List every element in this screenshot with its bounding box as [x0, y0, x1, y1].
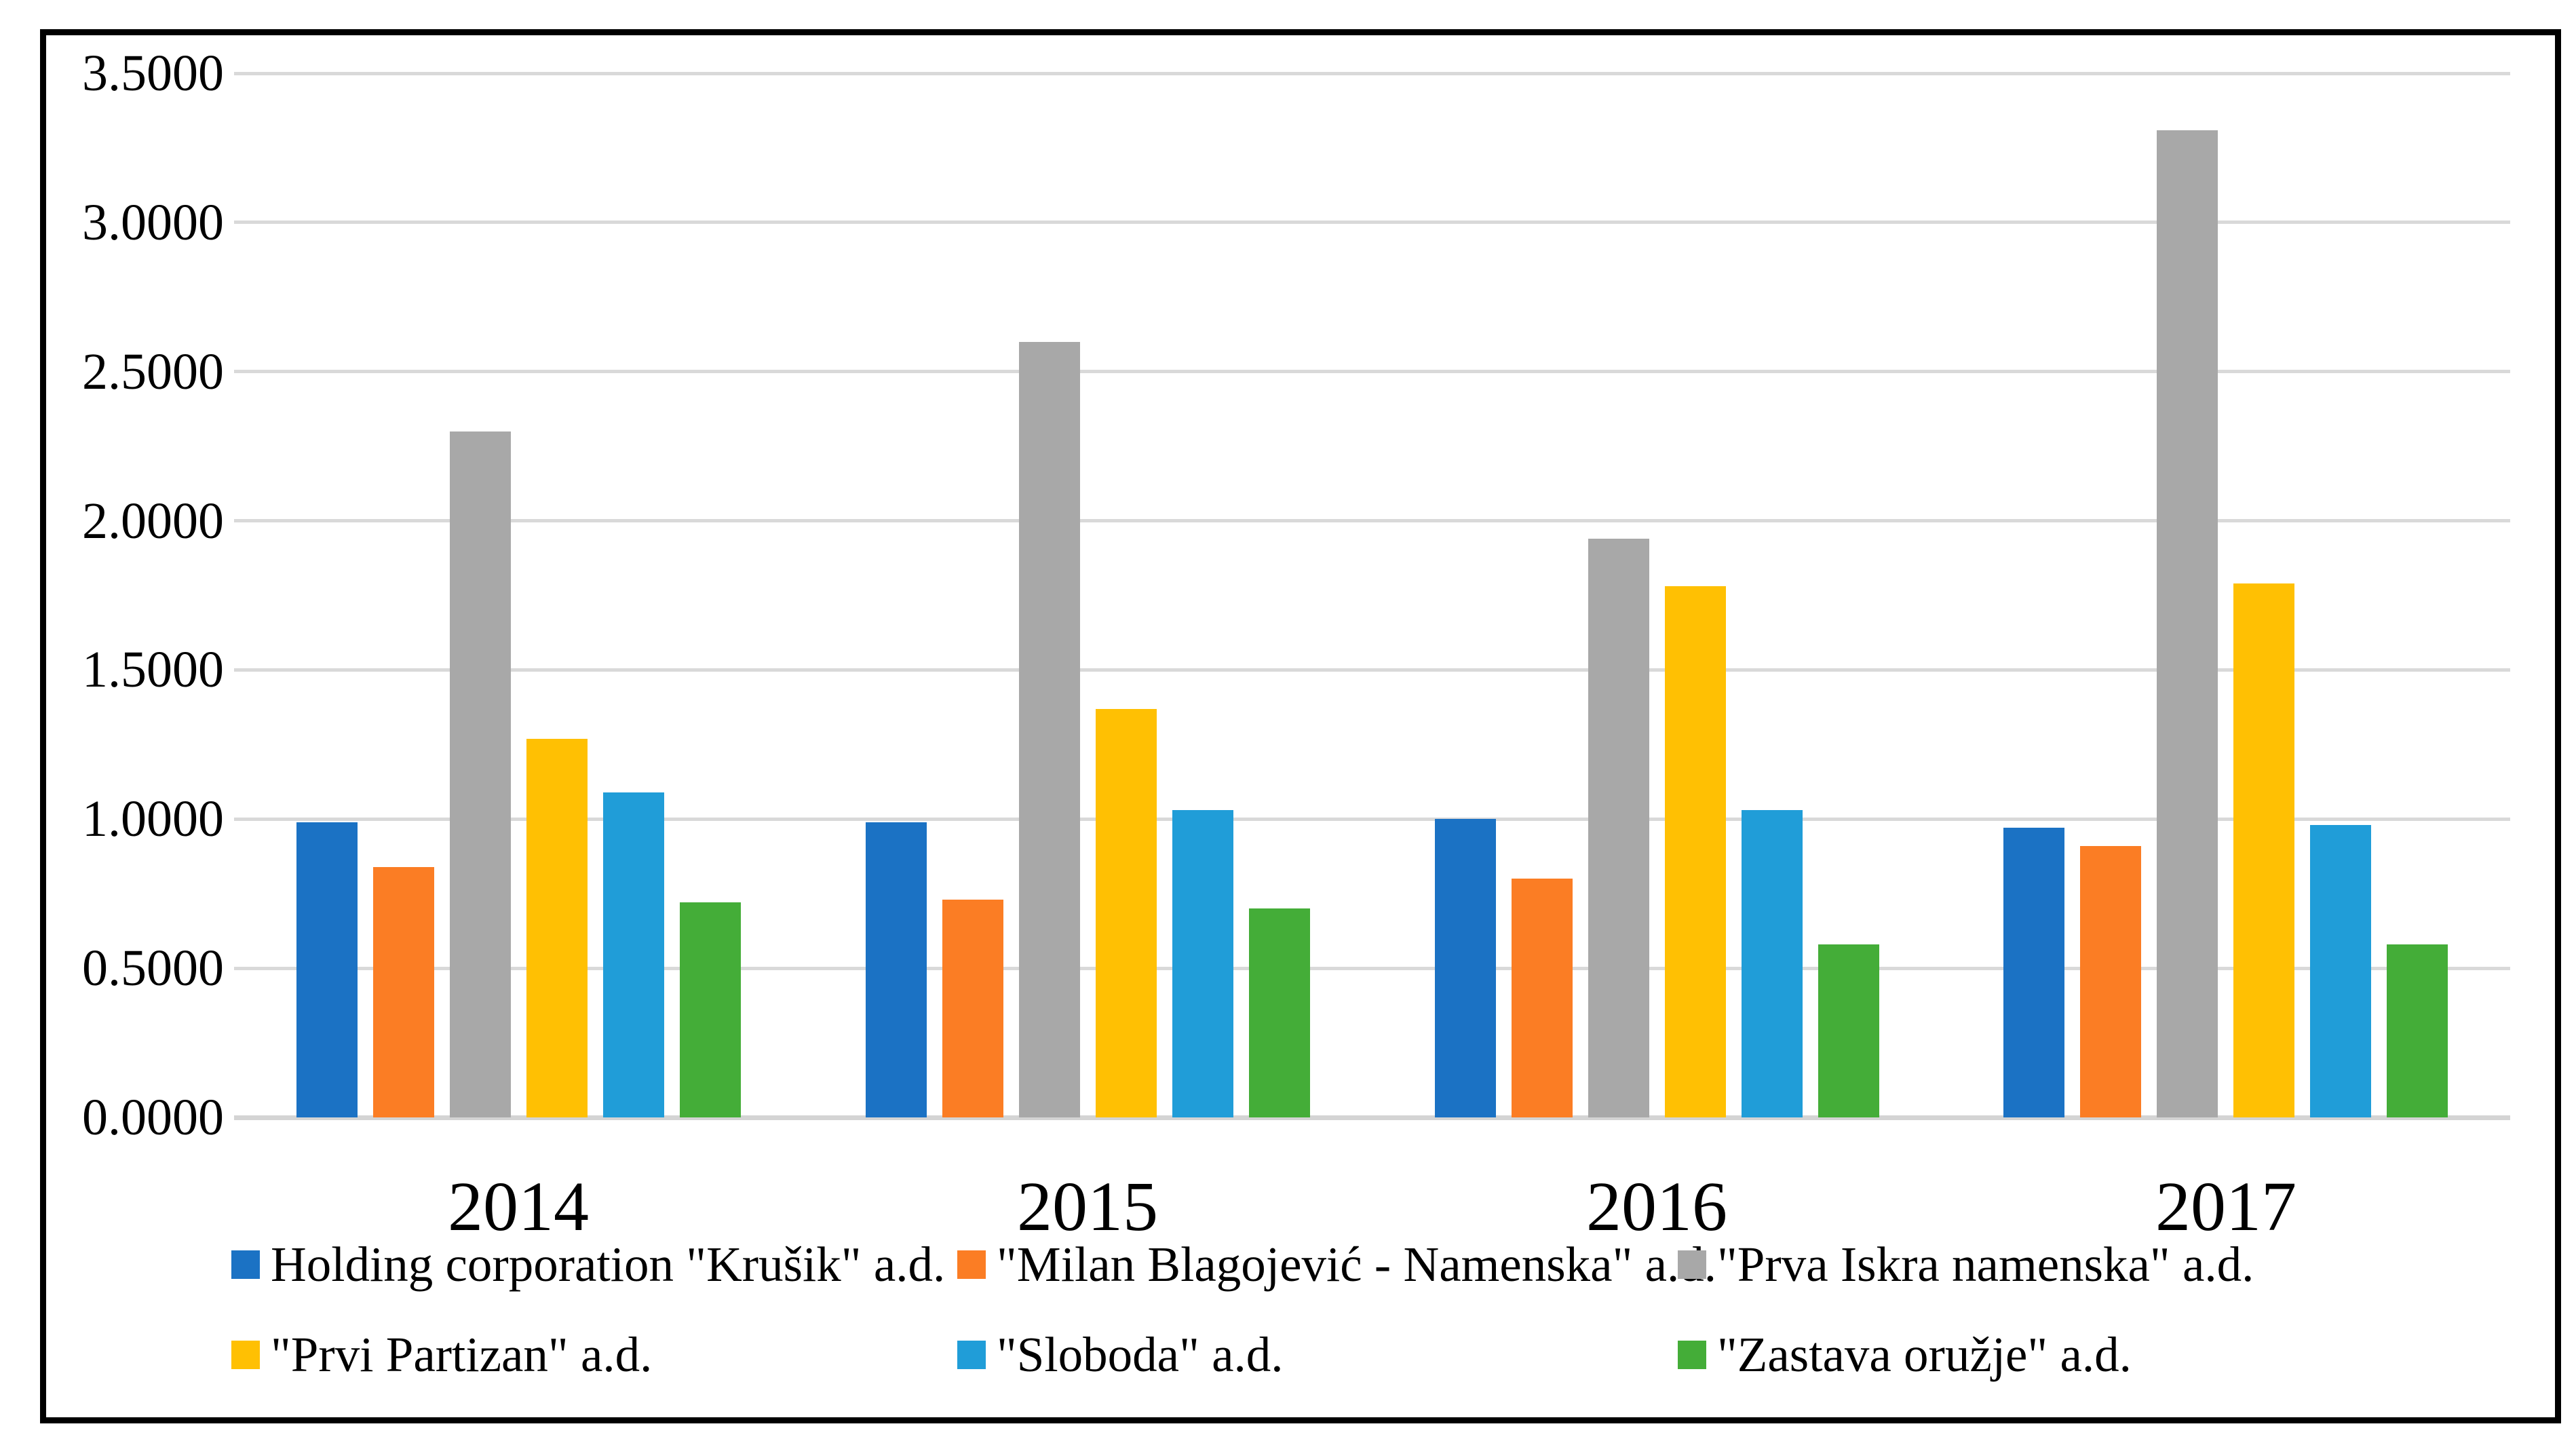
bar	[2157, 130, 2218, 1117]
y-axis-tick-label: 3.5000	[82, 45, 224, 102]
bar	[526, 739, 588, 1117]
gridline	[234, 370, 2510, 373]
legend-label: "Prvi Partizan" a.d.	[271, 1327, 653, 1382]
legend-label: "Zastava oružje" a.d.	[1717, 1327, 2132, 1382]
legend-swatch	[231, 1250, 260, 1279]
x-axis-category-label: 2015	[1017, 1168, 1158, 1246]
gridline	[234, 818, 2510, 821]
bar	[296, 822, 358, 1117]
x-axis-category-label: 2017	[2155, 1168, 2296, 1246]
bar	[866, 822, 927, 1117]
bar	[373, 867, 434, 1117]
y-axis-tick-label: 3.0000	[82, 194, 224, 251]
legend-label: "Prva Iskra namenska" a.d.	[1717, 1237, 2254, 1292]
bar	[1435, 819, 1496, 1117]
bar	[1096, 709, 1157, 1117]
bar	[1249, 908, 1310, 1117]
legend-label: Holding corporation "Krušik" a.d.	[271, 1237, 946, 1292]
bar	[2387, 944, 2448, 1117]
bar	[2003, 828, 2064, 1117]
bar	[1512, 879, 1573, 1117]
bar	[603, 792, 664, 1117]
bar	[942, 900, 1003, 1117]
bar	[2310, 825, 2371, 1117]
legend-label: "Milan Blagojević - Namenska" a.d.	[997, 1237, 1717, 1292]
gridline	[234, 967, 2510, 970]
bar	[1742, 810, 1803, 1117]
legend-swatch	[231, 1341, 260, 1369]
bar	[1019, 342, 1080, 1117]
y-axis-tick-label: 1.0000	[82, 790, 224, 847]
gridline	[234, 668, 2510, 672]
x-axis-category-label: 2014	[448, 1168, 589, 1246]
bar	[1818, 944, 1879, 1117]
bar	[680, 902, 741, 1117]
legend-label: "Sloboda" a.d.	[997, 1327, 1284, 1382]
legend-swatch	[957, 1341, 986, 1369]
bar	[1665, 586, 1726, 1117]
bar	[1588, 539, 1649, 1117]
y-axis-tick-label: 2.5000	[82, 343, 224, 400]
gridline	[234, 519, 2510, 522]
legend-swatch	[1678, 1250, 1706, 1279]
gridline	[234, 220, 2510, 224]
y-axis-tick-label: 1.5000	[82, 641, 224, 698]
bar	[2233, 583, 2294, 1117]
gridline	[234, 72, 2510, 75]
legend-swatch	[1678, 1341, 1706, 1369]
y-axis-tick-label: 2.0000	[82, 493, 224, 550]
bar	[1172, 810, 1233, 1117]
x-axis-category-label: 2016	[1586, 1168, 1727, 1246]
bar	[450, 431, 511, 1117]
bar	[2080, 846, 2141, 1117]
x-axis-line	[234, 1115, 2510, 1120]
y-axis-tick-label: 0.5000	[82, 940, 224, 997]
y-axis-tick-label: 0.0000	[82, 1089, 224, 1146]
legend-swatch	[957, 1250, 986, 1279]
